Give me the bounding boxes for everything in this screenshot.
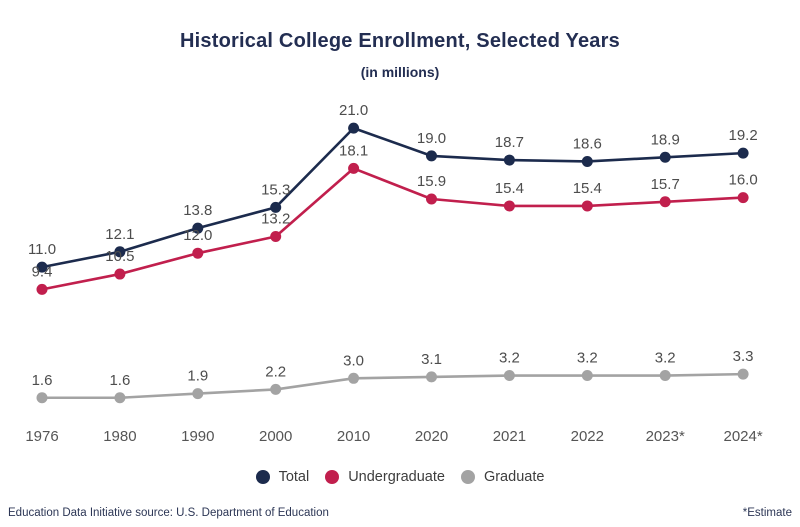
x-axis-tick-label: 1990 bbox=[181, 428, 214, 445]
chart-subtitle: (in millions) bbox=[360, 64, 440, 80]
data-label: 13.8 bbox=[183, 202, 212, 219]
data-point bbox=[659, 196, 671, 208]
data-point bbox=[659, 370, 671, 382]
data-label: 15.3 bbox=[261, 181, 290, 198]
data-point bbox=[503, 200, 515, 212]
legend-label-total: Total bbox=[278, 469, 310, 485]
data-label: 15.7 bbox=[651, 176, 680, 193]
data-label: 15.4 bbox=[573, 180, 602, 197]
data-point bbox=[192, 222, 204, 234]
data-label: 12.0 bbox=[183, 227, 212, 244]
data-label: 3.2 bbox=[499, 350, 520, 367]
data-point bbox=[270, 231, 282, 243]
data-point bbox=[36, 283, 48, 295]
data-label: 1.9 bbox=[187, 368, 208, 385]
chart-legend: Total Undergraduate Graduate bbox=[0, 469, 800, 485]
data-label: 18.6 bbox=[573, 135, 602, 152]
series-line bbox=[40, 126, 745, 269]
data-label: 21.0 bbox=[339, 102, 368, 119]
enrollment-line-chart: 11.0 12.1 13.8 15.3 21.0 19.0 18.7 18.6 18.9 19.2… bbox=[25, 102, 763, 445]
data-point bbox=[192, 388, 204, 400]
data-label: 1.6 bbox=[109, 372, 130, 389]
data-label: 10.5 bbox=[105, 248, 134, 265]
x-axis-tick-label: 1980 bbox=[103, 428, 136, 445]
data-point bbox=[737, 368, 749, 380]
data-label: 16.0 bbox=[728, 172, 757, 189]
data-point bbox=[270, 201, 282, 213]
data-point bbox=[114, 268, 126, 280]
chart-footer: Education Data Initiative source: U.S. D… bbox=[0, 507, 800, 519]
data-point bbox=[581, 200, 593, 212]
series-line bbox=[40, 167, 745, 291]
series-line bbox=[40, 372, 745, 400]
data-point bbox=[270, 383, 282, 395]
series-graduate: 1.6 1.6 1.9 2.2 3.0 3.1 3.2 3.2 3.2 3.3 bbox=[32, 348, 754, 404]
data-point bbox=[36, 392, 48, 404]
x-axis-tick-label: 2023* bbox=[646, 428, 685, 445]
x-axis-tick-label: 2010 bbox=[337, 428, 370, 445]
data-label: 3.0 bbox=[343, 352, 364, 369]
data-point bbox=[426, 371, 437, 383]
x-axis-tick-label: 2021 bbox=[493, 428, 526, 445]
data-point bbox=[659, 151, 671, 163]
data-label: 18.1 bbox=[339, 142, 368, 159]
data-point bbox=[737, 147, 749, 159]
data-label: 19.0 bbox=[417, 130, 446, 147]
data-label: 3.2 bbox=[577, 350, 598, 367]
total-series-dot-icon bbox=[255, 470, 270, 484]
x-axis-tick-label: 2022 bbox=[571, 428, 604, 445]
data-label: 11.0 bbox=[28, 241, 56, 258]
graduate-series-dot-icon bbox=[460, 470, 475, 484]
data-point bbox=[426, 150, 437, 162]
x-axis-labels: 1976 1980 1990 2000 2010 2020 2021 2022 2023* 202… bbox=[25, 428, 763, 445]
x-axis-tick-label: 2024* bbox=[723, 428, 762, 445]
data-point bbox=[348, 122, 360, 134]
data-label: 12.1 bbox=[105, 226, 134, 243]
series-undergraduate: 9.4 10.5 12.0 13.2 18.1 15.9 15.4 15.4 15.7 16.0 bbox=[32, 142, 758, 295]
data-point bbox=[192, 247, 204, 259]
data-point bbox=[737, 192, 749, 204]
data-label: 13.2 bbox=[261, 211, 290, 228]
data-point bbox=[348, 372, 360, 384]
data-label: 18.9 bbox=[651, 131, 680, 148]
data-label: 3.1 bbox=[421, 351, 442, 368]
data-point bbox=[36, 261, 48, 273]
footer-estimate-note: *Estimate bbox=[742, 507, 792, 519]
data-label: 19.2 bbox=[728, 127, 757, 144]
legend-item-graduate: Graduate bbox=[460, 469, 545, 485]
data-label: 18.7 bbox=[495, 134, 524, 151]
data-point bbox=[503, 154, 515, 166]
legend-item-total: Total bbox=[255, 469, 310, 485]
data-point bbox=[348, 162, 360, 174]
data-point bbox=[114, 246, 126, 258]
legend-item-undergraduate: Undergraduate bbox=[325, 469, 445, 485]
series-total: 11.0 12.1 13.8 15.3 21.0 19.0 18.7 18.6 18.9 19.2 bbox=[28, 102, 758, 273]
data-point bbox=[426, 193, 437, 205]
x-axis-tick-label: 2000 bbox=[259, 428, 292, 445]
data-label: 2.2 bbox=[265, 363, 286, 380]
legend-label-graduate: Graduate bbox=[483, 469, 545, 485]
undergraduate-series-dot-icon bbox=[325, 470, 340, 484]
data-label: 1.6 bbox=[32, 372, 53, 389]
data-label: 15.9 bbox=[417, 173, 446, 190]
data-point bbox=[581, 155, 593, 167]
data-label: 3.2 bbox=[655, 350, 676, 367]
data-label: 3.3 bbox=[733, 348, 754, 365]
data-point bbox=[114, 392, 126, 404]
legend-label-undergraduate: Undergraduate bbox=[348, 469, 445, 485]
x-axis-tick-label: 1976 bbox=[25, 428, 58, 445]
chart-title: Historical College Enrollment, Selected … bbox=[180, 30, 620, 52]
data-label: 9.4 bbox=[32, 263, 53, 280]
x-axis-tick-label: 2020 bbox=[415, 428, 448, 445]
footer-source-attribution: Education Data Initiative source: U.S. D… bbox=[8, 507, 329, 519]
data-label: 15.4 bbox=[495, 180, 524, 197]
data-point bbox=[581, 370, 593, 382]
data-point bbox=[503, 370, 515, 382]
